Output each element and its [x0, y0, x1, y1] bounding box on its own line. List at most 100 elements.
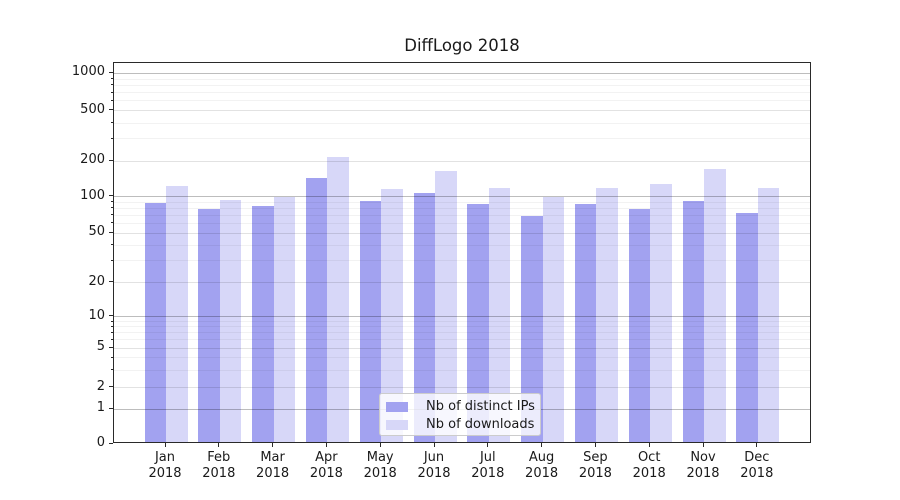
y-minor-tick-mark	[110, 214, 113, 216]
chart-title: DiffLogo 2018	[404, 36, 520, 55]
x-tick-mark	[648, 443, 650, 447]
gridline-minor	[114, 260, 810, 262]
bar-downloads-Jan	[166, 186, 188, 442]
x-tick-mark	[433, 443, 435, 447]
y-tick-mark	[109, 71, 113, 73]
y-tick-label: 500	[80, 101, 105, 117]
bar-distinct-ips-Aug	[521, 216, 543, 442]
bar-downloads-Dec	[757, 187, 780, 442]
gridline-minor	[114, 326, 810, 328]
y-minor-tick-mark	[110, 137, 113, 139]
bar-distinct-ips-Nov	[682, 201, 704, 442]
y-tick-label: 50	[88, 224, 105, 239]
y-minor-tick-mark	[110, 244, 113, 246]
y-minor-tick-mark	[110, 201, 113, 203]
gridline-minor	[114, 321, 810, 322]
x-tick-mark	[594, 443, 597, 447]
x-tick-label: Oct 2018	[632, 450, 666, 481]
gridline	[114, 316, 810, 318]
x-tick-mark	[164, 443, 166, 447]
gridline-minor	[114, 138, 810, 140]
bar-downloads-May	[381, 188, 403, 442]
bar-distinct-ips-Mar	[252, 205, 274, 442]
gridline	[114, 110, 810, 112]
bar-distinct-ips-Jan	[144, 203, 166, 442]
bar-distinct-ips-Sep	[574, 203, 597, 442]
y-tick-mark	[109, 195, 113, 197]
y-minor-tick-mark	[110, 78, 113, 79]
bar-downloads-Jun	[435, 171, 457, 442]
bar-distinct-ips-Oct	[628, 209, 651, 442]
bar-distinct-ips-Feb	[198, 209, 220, 442]
y-minor-tick-mark	[110, 369, 113, 371]
y-tick-label: 10	[88, 307, 105, 323]
y-minor-tick-mark	[110, 84, 113, 86]
x-tick-label: Jun 2018	[417, 450, 451, 481]
legend-label-downloads: Nb of downloads	[426, 417, 535, 432]
y-minor-tick-mark	[110, 320, 113, 322]
legend-item-downloads: Nb of downloads	[386, 416, 540, 433]
gridline	[114, 347, 810, 349]
x-tick-label: Nov 2018	[686, 450, 720, 481]
x-tick-mark	[379, 443, 381, 447]
gridline-minor	[114, 100, 810, 102]
bar-downloads-Mar	[273, 196, 296, 442]
legend: Nb of distinct IPs Nb of downloads	[379, 393, 541, 436]
gridline-minor	[114, 84, 810, 86]
x-tick-label: May 2018	[363, 450, 397, 481]
y-tick-mark	[109, 159, 113, 161]
gridline	[114, 232, 810, 234]
y-minor-tick-mark	[110, 122, 113, 124]
x-tick-label: Apr 2018	[309, 450, 343, 481]
x-tick-label: Sep 2018	[578, 450, 612, 481]
y-tick-mark	[109, 315, 113, 317]
y-tick-mark	[109, 346, 113, 348]
y-minor-tick-mark	[110, 99, 113, 101]
legend-label-distinct-ips: Nb of distinct IPs	[426, 399, 535, 414]
x-tick-mark	[218, 443, 220, 447]
bar-downloads-Aug	[542, 197, 565, 442]
y-tick-mark	[109, 442, 113, 444]
y-minor-tick-mark	[110, 338, 113, 340]
bar-distinct-ips-Dec	[736, 213, 758, 442]
bar-distinct-ips-Jun	[413, 192, 435, 442]
legend-item-distinct-ips: Nb of distinct IPs	[386, 398, 540, 415]
x-tick-label: Jul 2018	[471, 450, 505, 481]
legend-swatch-distinct-ips	[386, 401, 408, 412]
gridline	[114, 160, 810, 162]
bar-distinct-ips-Apr	[305, 178, 328, 442]
y-tick-mark	[109, 386, 113, 388]
gridline	[114, 282, 810, 284]
gridline-minor	[114, 207, 810, 209]
x-tick-label: Feb 2018	[202, 450, 236, 481]
y-tick-label: 200	[80, 152, 105, 167]
bar-downloads-Oct	[650, 184, 672, 442]
y-tick-label: 0	[96, 435, 105, 450]
plot-area	[113, 62, 811, 443]
x-tick-mark	[487, 443, 489, 447]
y-tick-label: 100	[80, 187, 105, 203]
gridline	[114, 387, 810, 389]
y-minor-tick-mark	[110, 207, 113, 209]
gridline-minor	[114, 332, 810, 334]
y-minor-tick-mark	[110, 331, 113, 333]
y-tick-label: 20	[88, 273, 105, 289]
x-tick-mark	[702, 443, 704, 447]
y-tick-label: 1000	[71, 64, 105, 80]
gridline-minor	[114, 369, 810, 371]
x-tick-label: Jan 2018	[148, 450, 182, 481]
y-tick-label: 2	[96, 378, 105, 394]
bar-downloads-Jul	[488, 187, 511, 442]
x-tick-mark	[756, 443, 758, 447]
bar-downloads-Nov	[704, 169, 726, 442]
y-tick-mark	[109, 109, 113, 111]
bar-downloads-Sep	[596, 188, 618, 442]
gridline	[114, 72, 810, 74]
gridline	[114, 196, 810, 198]
y-minor-tick-mark	[110, 325, 113, 327]
x-tick-label: Aug 2018	[525, 450, 559, 481]
gridline-minor	[114, 222, 810, 224]
gridline-minor	[114, 244, 810, 246]
bar-distinct-ips-Jul	[467, 204, 489, 442]
